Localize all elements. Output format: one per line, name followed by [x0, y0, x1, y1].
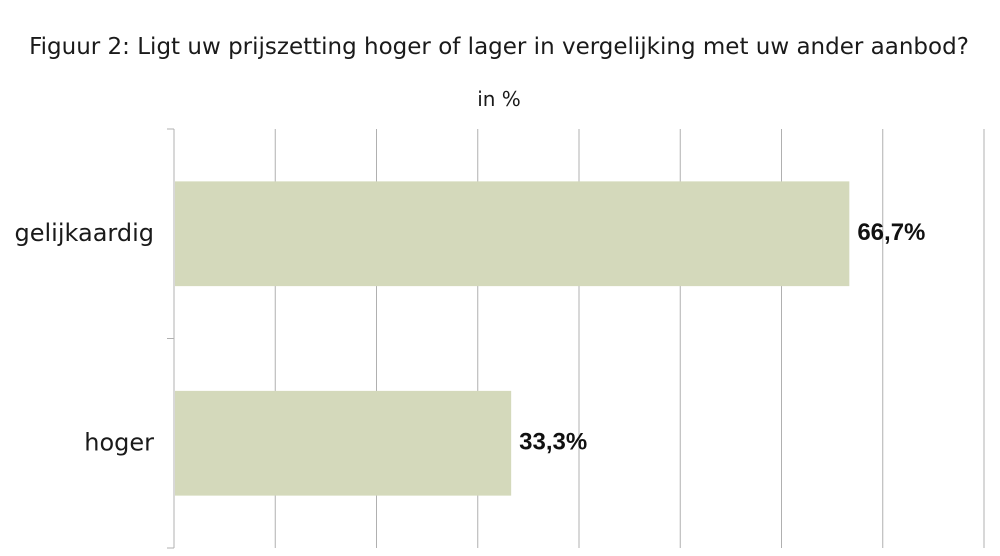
bar-hoger — [175, 390, 512, 496]
chart-title: Figuur 2: Ligt uw prijszetting hoger of … — [29, 34, 969, 60]
value-labels: 66,7% 33,3% — [519, 219, 925, 456]
category-labels: gelijkaardig hoger — [15, 219, 155, 457]
category-label-hoger: hoger — [84, 428, 154, 456]
bars — [175, 181, 850, 496]
bar-gelijkaardig — [175, 181, 850, 287]
category-label-gelijkaardig: gelijkaardig — [15, 219, 154, 247]
data-label-gelijkaardig: 66,7% — [857, 219, 925, 246]
y-axis — [167, 128, 175, 549]
chart-subtitle: in % — [477, 87, 521, 111]
data-label-hoger: 33,3% — [519, 429, 587, 456]
